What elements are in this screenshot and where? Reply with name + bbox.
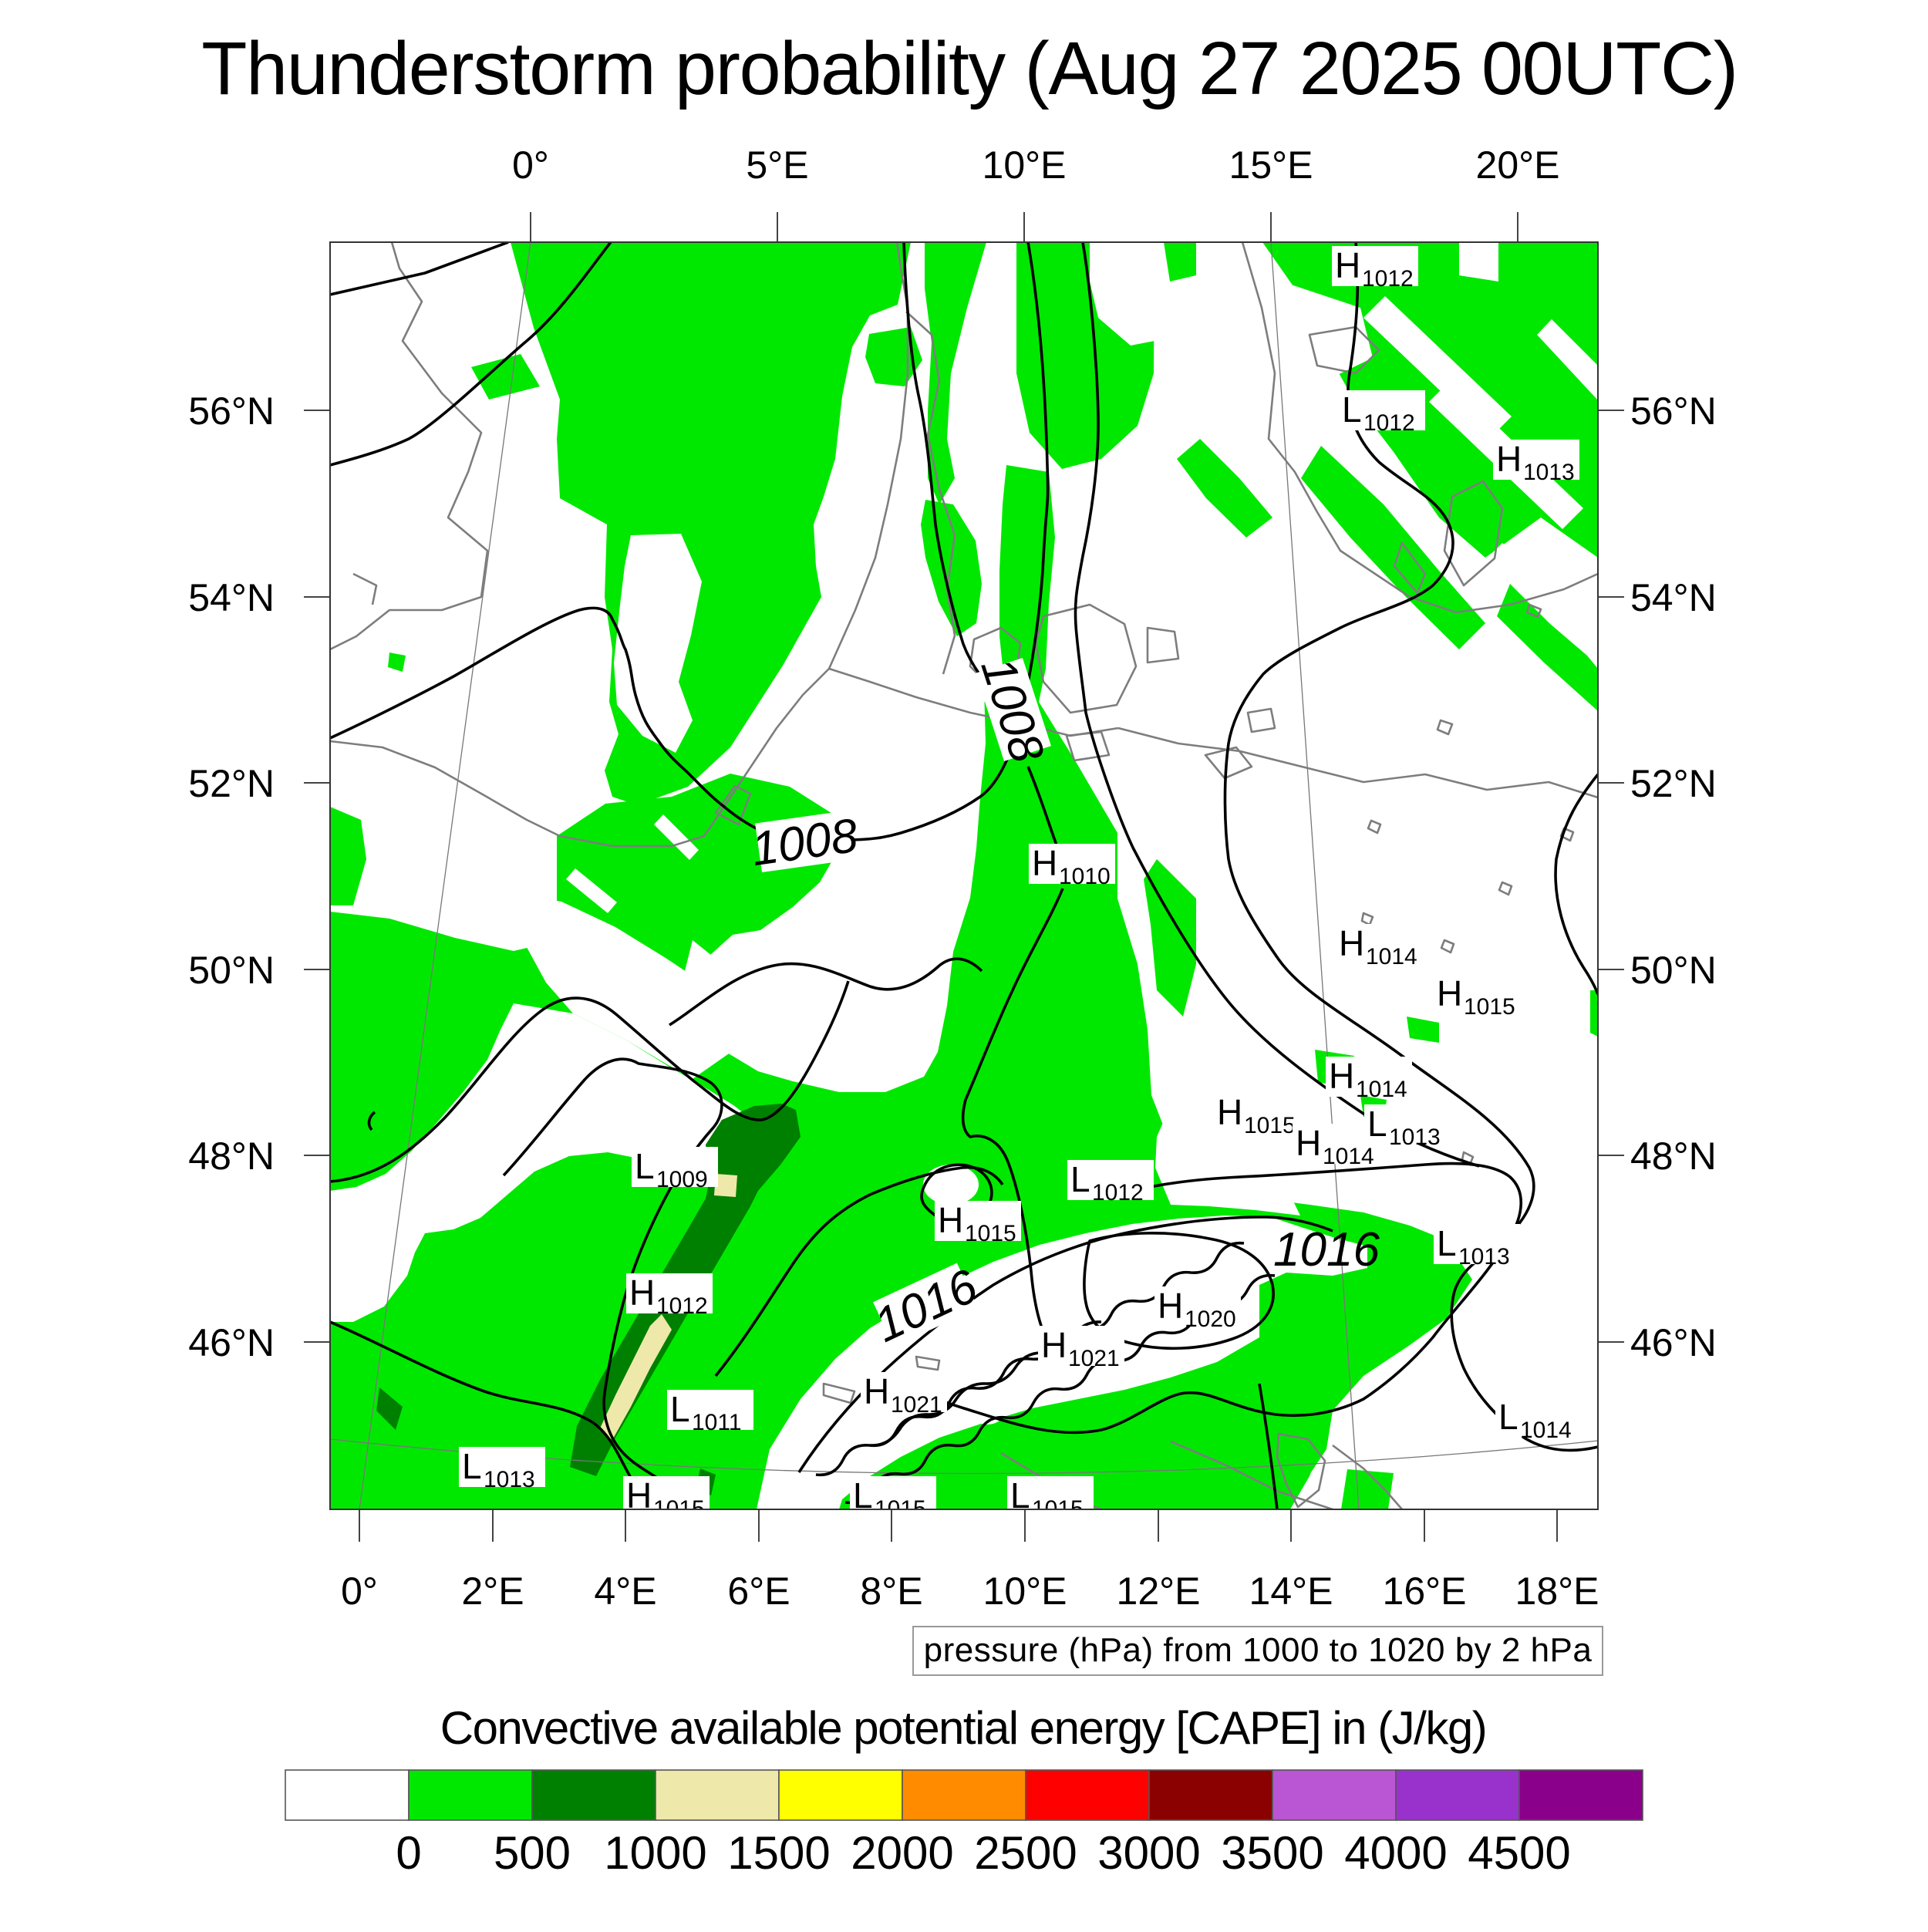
svg-text:56°N: 56°N: [188, 389, 275, 433]
svg-text:1012: 1012: [1362, 266, 1414, 292]
svg-text:1010: 1010: [1059, 864, 1111, 889]
svg-text:1015: 1015: [1464, 994, 1515, 1020]
svg-text:1013: 1013: [1389, 1124, 1441, 1150]
svg-text:54°N: 54°N: [1630, 576, 1717, 619]
svg-text:1015: 1015: [875, 1496, 926, 1522]
svg-text:46°N: 46°N: [1630, 1321, 1717, 1364]
svg-text:H: H: [864, 1371, 889, 1411]
svg-text:48°N: 48°N: [188, 1135, 275, 1178]
svg-text:0: 0: [396, 1827, 421, 1879]
svg-text:1015: 1015: [1244, 1113, 1296, 1138]
svg-text:1015: 1015: [965, 1221, 1016, 1246]
svg-text:1014: 1014: [1366, 944, 1417, 969]
svg-text:1015: 1015: [653, 1496, 705, 1522]
svg-text:46°N: 46°N: [188, 1321, 275, 1364]
svg-text:L: L: [1070, 1159, 1090, 1199]
svg-text:H: H: [1437, 973, 1462, 1013]
svg-text:H: H: [1339, 923, 1364, 963]
svg-text:H: H: [629, 1273, 655, 1313]
svg-text:L: L: [670, 1389, 690, 1429]
svg-text:3500: 3500: [1221, 1827, 1323, 1879]
svg-text:1013: 1013: [1523, 460, 1575, 485]
svg-text:8°E: 8°E: [860, 1570, 922, 1613]
svg-text:1013: 1013: [484, 1467, 535, 1492]
svg-text:16°E: 16°E: [1383, 1570, 1467, 1613]
svg-text:H: H: [1335, 245, 1360, 285]
svg-text:H: H: [1158, 1286, 1183, 1326]
svg-text:H: H: [1032, 843, 1057, 883]
svg-text:L: L: [853, 1475, 873, 1516]
svg-text:10°E: 10°E: [983, 143, 1067, 187]
svg-text:L: L: [635, 1146, 655, 1186]
svg-text:14°E: 14°E: [1249, 1570, 1333, 1613]
svg-text:2500: 2500: [974, 1827, 1077, 1879]
svg-text:0°: 0°: [512, 143, 549, 187]
svg-text:Convective available potential: Convective available potential energy [C…: [440, 1702, 1486, 1754]
svg-text:1021: 1021: [1068, 1346, 1120, 1371]
svg-text:50°N: 50°N: [1630, 949, 1717, 992]
svg-text:1012: 1012: [1092, 1180, 1144, 1205]
svg-text:4500: 4500: [1468, 1827, 1570, 1879]
svg-text:4°E: 4°E: [594, 1570, 656, 1613]
svg-text:48°N: 48°N: [1630, 1135, 1717, 1178]
svg-text:12°E: 12°E: [1117, 1570, 1201, 1613]
svg-text:54°N: 54°N: [188, 576, 275, 619]
svg-text:0°: 0°: [341, 1570, 378, 1613]
svg-text:1012: 1012: [656, 1293, 708, 1319]
svg-text:2°E: 2°E: [461, 1570, 524, 1613]
svg-text:5°E: 5°E: [746, 143, 808, 187]
svg-text:H: H: [1329, 1056, 1354, 1096]
svg-text:L: L: [1367, 1104, 1387, 1144]
svg-text:H: H: [938, 1200, 963, 1240]
svg-text:1021: 1021: [891, 1392, 942, 1418]
svg-text:L: L: [1437, 1223, 1457, 1263]
svg-text:H: H: [1217, 1092, 1242, 1132]
svg-text:15°E: 15°E: [1229, 143, 1313, 187]
svg-text:1016: 1016: [1273, 1223, 1380, 1276]
svg-text:20°E: 20°E: [1476, 143, 1560, 187]
svg-text:1012: 1012: [1363, 410, 1415, 436]
svg-text:18°E: 18°E: [1515, 1570, 1599, 1613]
svg-text:1014: 1014: [1520, 1418, 1572, 1443]
svg-text:52°N: 52°N: [188, 762, 275, 805]
svg-text:L: L: [462, 1446, 482, 1486]
svg-text:2000: 2000: [851, 1827, 953, 1879]
svg-text:10°E: 10°E: [983, 1570, 1067, 1613]
svg-text:1014: 1014: [1356, 1077, 1407, 1102]
svg-text:3000: 3000: [1097, 1827, 1200, 1879]
svg-text:56°N: 56°N: [1630, 389, 1717, 433]
svg-text:500: 500: [494, 1827, 571, 1879]
svg-text:1014: 1014: [1323, 1144, 1374, 1169]
svg-text:1500: 1500: [727, 1827, 830, 1879]
svg-text:H: H: [1496, 439, 1522, 479]
svg-text:1020: 1020: [1185, 1307, 1236, 1332]
svg-text:1000: 1000: [604, 1827, 706, 1879]
svg-text:1015: 1015: [1032, 1496, 1084, 1522]
svg-text:1011: 1011: [692, 1410, 742, 1435]
svg-text:1013: 1013: [1458, 1244, 1510, 1269]
svg-text:L: L: [1342, 389, 1362, 430]
svg-text:52°N: 52°N: [1630, 762, 1717, 805]
svg-text:1009: 1009: [656, 1167, 708, 1192]
svg-text:H: H: [626, 1475, 652, 1516]
svg-text:6°E: 6°E: [727, 1570, 790, 1613]
svg-text:Thunderstorm probability (Aug: Thunderstorm probability (Aug 27 2025 00…: [201, 26, 1738, 110]
svg-text:4000: 4000: [1344, 1827, 1447, 1879]
svg-text:L: L: [1010, 1475, 1030, 1516]
svg-text:H: H: [1296, 1123, 1321, 1163]
svg-text:L: L: [1498, 1397, 1518, 1437]
svg-text:50°N: 50°N: [188, 949, 275, 992]
svg-text:pressure (hPa) from 1000 to 10: pressure (hPa) from 1000 to 1020 by 2 hP…: [924, 1631, 1593, 1669]
svg-text:H: H: [1041, 1325, 1067, 1365]
